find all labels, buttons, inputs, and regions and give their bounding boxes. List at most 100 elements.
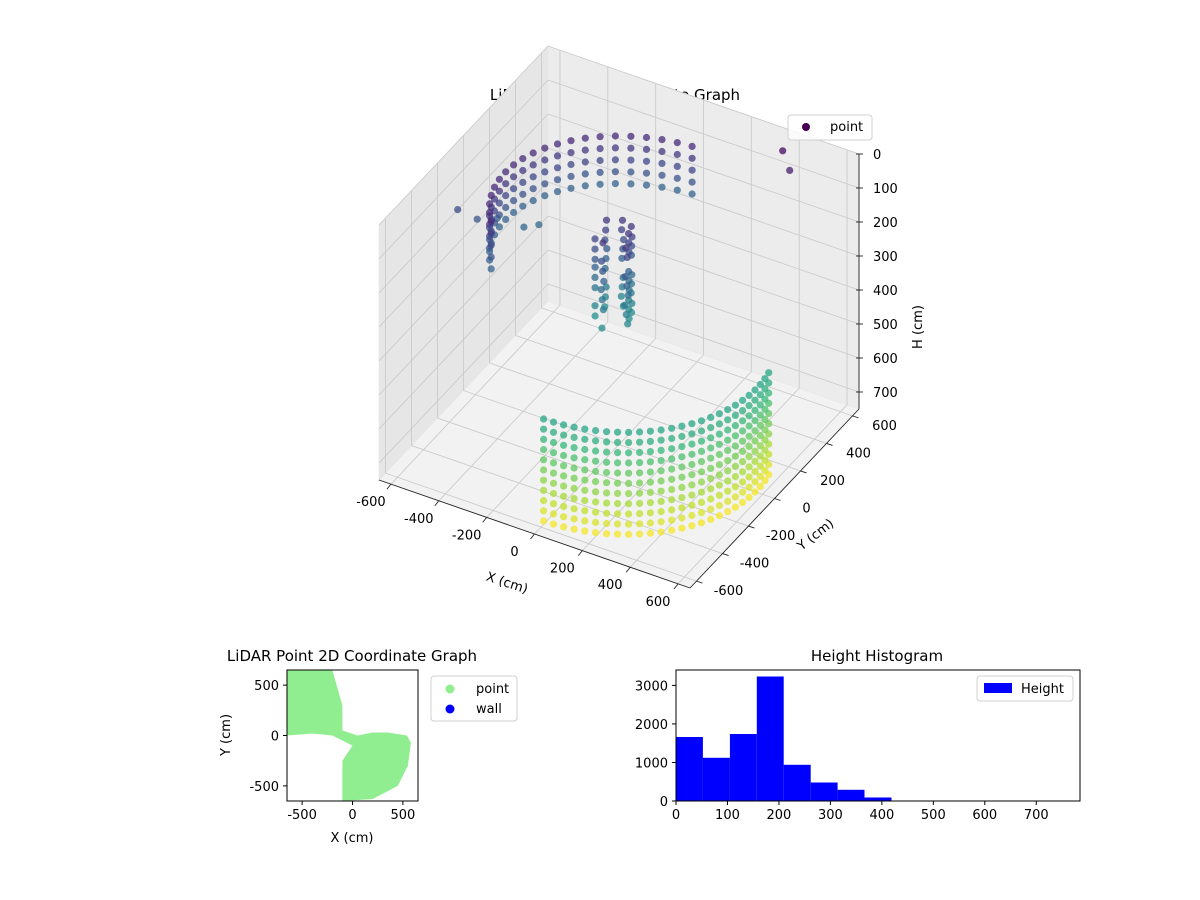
plot-3d-point [779, 147, 787, 155]
plot-3d-point [592, 529, 600, 537]
plot-3d-point [603, 479, 611, 487]
plot-3d-x-tick-label: -600 [356, 495, 386, 510]
plot-3d-point [502, 215, 510, 223]
plot-3d-point [678, 473, 686, 481]
histogram-x-tick-label: 400 [869, 808, 894, 823]
plot-3d-point [688, 522, 696, 530]
plot-3d-point [519, 190, 527, 198]
plot-3d-point [622, 311, 630, 319]
plot-3d-point [756, 462, 764, 470]
plot-3d-point [553, 152, 562, 160]
plot-3d-point [596, 133, 604, 141]
plot-3d-x-tick-label: -200 [452, 528, 482, 543]
plot-3d-point [715, 481, 724, 489]
plot-3d-point [570, 464, 578, 472]
plot-3d-point [529, 173, 537, 181]
plot-3d-point [657, 477, 665, 485]
plot-3d-point [751, 488, 759, 496]
plot-3d-point [596, 180, 604, 188]
plot-3d-point [745, 463, 753, 471]
plot-3d-axes: -600-400-2000200400600-600-400-200020040… [356, 148, 898, 610]
plot-3d-point [570, 433, 578, 441]
plot-3d-legend-frame [787, 114, 873, 141]
plot-3d-point [636, 509, 644, 518]
plot-3d-point [560, 492, 568, 500]
plot-3d-point [761, 405, 769, 413]
plot-3d-point [646, 529, 655, 537]
plot-3d-point [761, 426, 769, 434]
plot-3d-point [657, 467, 665, 475]
plot-3d-point [509, 197, 518, 205]
plot-3d-y-tick-label: 200 [820, 474, 845, 489]
plot-3d-point [581, 456, 589, 464]
plot-3d-point [618, 226, 626, 234]
plot-3d-point [678, 504, 686, 512]
plot-3d-point [519, 166, 527, 175]
plot-2d-x-tick-label: -500 [287, 808, 317, 823]
plot-3d-point [715, 430, 724, 438]
plot-3d-point [541, 192, 549, 200]
plot-3d-point [678, 453, 686, 461]
plot-3d-point [707, 444, 715, 452]
plot-3d-point [625, 490, 633, 498]
plot-3d-point [487, 191, 495, 199]
plot-3d-point [751, 468, 759, 476]
plot-3d-point [567, 149, 575, 157]
plot-3d-point [592, 498, 600, 506]
plot-3d-point [751, 478, 759, 486]
plot-3d-points [454, 132, 794, 539]
plot-3d-x-tick-label: 600 [646, 595, 671, 610]
histogram-bar [676, 737, 703, 801]
plot-3d-y-tick-label: 400 [846, 446, 871, 461]
plot-3d-point [625, 267, 633, 276]
plot-3d-point [603, 428, 611, 436]
plot-3d-point [627, 156, 635, 164]
plot-3d-point [636, 448, 644, 456]
plot-2d-point-region [287, 670, 411, 801]
plot-3d-point [487, 265, 495, 273]
plot-3d-point [724, 446, 732, 454]
plot-2d-ylabel: Y (cm) [219, 714, 234, 757]
plot-3d-point [678, 463, 686, 471]
plot-3d-point [614, 489, 622, 497]
plot-3d-point [541, 168, 549, 176]
plot-3d-point [591, 273, 599, 281]
plot-3d-point [673, 162, 681, 170]
plot-3d-point [611, 156, 620, 164]
histogram-bar [783, 764, 811, 801]
plot-3d-point [541, 180, 549, 188]
plot-3d-point [688, 430, 696, 438]
plot-3d-point [591, 245, 599, 253]
plot-3d-point [509, 161, 518, 169]
plot-3d-point [540, 517, 548, 525]
plot-3d-point [657, 426, 665, 434]
plot-3d-point [636, 520, 644, 528]
plot-3d-x-tick-label: 0 [510, 545, 518, 560]
plot-3d-point [756, 380, 764, 389]
plot-3d-point [745, 402, 753, 410]
plot-3d-point [591, 235, 599, 243]
plot-3d-point [668, 496, 676, 504]
plot-3d-point [625, 500, 633, 508]
plot-3d-point [549, 418, 558, 426]
plot-3d-point [761, 477, 769, 485]
plot-3d-point [603, 509, 611, 517]
plot-3d-x-tick [482, 517, 488, 523]
plot-3d-point [668, 445, 676, 453]
plot-3d-point [646, 468, 655, 476]
plot-3d-point [707, 424, 715, 432]
plot-3d-point [599, 239, 607, 247]
plot-3d-point [617, 292, 625, 300]
plot-3d-point [454, 206, 462, 214]
plot-3d-point [658, 147, 666, 156]
plot-3d-point [570, 525, 578, 533]
plot-3d-grid-y-floor [541, 307, 853, 417]
plot-3d-point [646, 519, 655, 527]
plot-3d-point [745, 453, 753, 461]
plot-3d-point [724, 406, 732, 414]
plot-3d-point [625, 449, 633, 457]
plot-3d-point [678, 494, 686, 502]
plot-3d-point [597, 286, 605, 294]
plot-3d-point [603, 489, 611, 497]
plot-3d-point [739, 437, 747, 445]
